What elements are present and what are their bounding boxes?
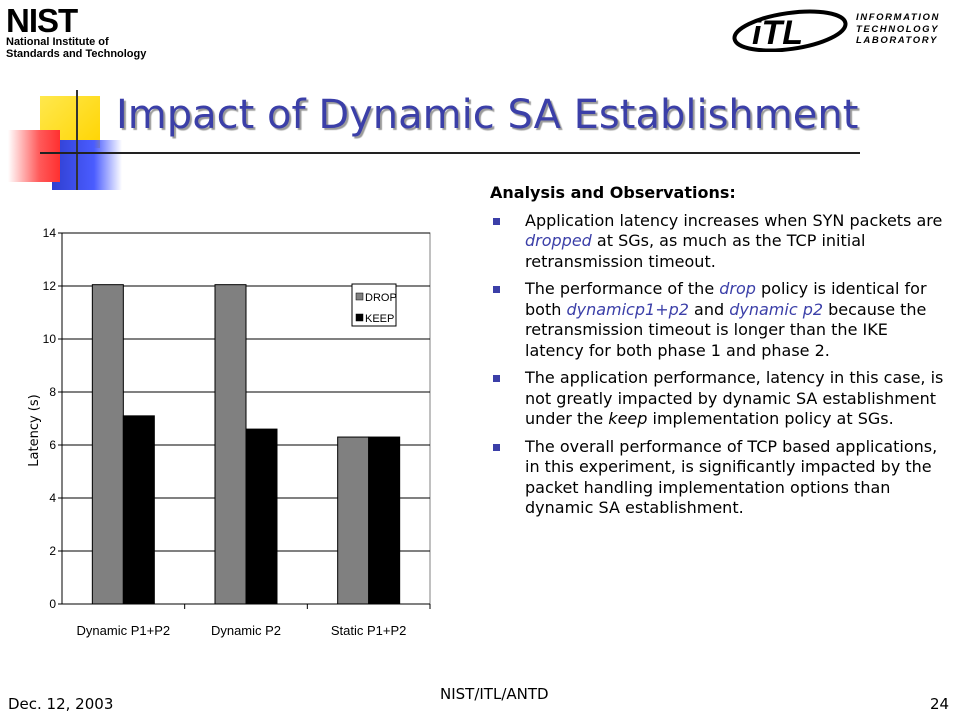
bullet-text: The overall performance of TCP based app… <box>525 436 938 518</box>
emphasized-term: keep <box>608 409 648 428</box>
page-number: 24 <box>930 695 950 713</box>
bullet-square-icon <box>493 286 500 293</box>
analysis-bullet: The performance of the drop policy is id… <box>490 279 945 361</box>
bar-drop-1 <box>214 284 247 605</box>
bullet-text: because the retransmission timeout is lo… <box>525 299 927 360</box>
latency-bar-chart: 0 2 4 6 8 10 12 14 Dynamic P1+P2 Dynamic P2 Static… <box>27 226 431 638</box>
legend-label-drop: DROP <box>365 292 397 304</box>
nist-logo-mark: NIST <box>6 2 78 39</box>
y-tick-label: 14 <box>43 226 57 240</box>
highlighted-term: dropped <box>525 231 592 250</box>
itl-logo-line2: TECHNOLOGY <box>856 23 940 35</box>
bullet-text: Application latency increases when SYN p… <box>525 210 943 230</box>
analysis-bullet: Application latency increases when SYN p… <box>490 211 945 273</box>
bullet-text: and <box>688 299 730 319</box>
analysis-heading: Analysis and Observations: <box>490 183 736 202</box>
legend-label-keep: KEEP <box>365 313 394 325</box>
title-underline <box>40 152 860 154</box>
itl-logo-line3: LABORATORY <box>856 35 938 46</box>
bullet-text: at SGs, as much as the TCP initial retra… <box>525 231 866 271</box>
bar-keep-2 <box>368 436 401 605</box>
nist-logo: NIST National Institute of Standards and… <box>6 2 156 60</box>
slide-title: Impact of Dynamic SA Establishment <box>116 92 859 138</box>
y-axis-label: Latency (s) <box>27 394 42 466</box>
x-tick-label: Dynamic P2 <box>211 623 281 638</box>
itl-logo: iTL INFORMATION TECHNOLOGY LABORATORY <box>730 8 955 53</box>
itl-logo-emblem: iTL <box>732 9 848 53</box>
highlighted-term: dynamic p2 <box>729 299 824 319</box>
y-tick-label: 2 <box>49 544 56 558</box>
y-tick-label: 4 <box>49 491 56 505</box>
highlighted-term: drop <box>719 279 756 298</box>
analysis-bullet: The application performance, latency in … <box>490 368 945 430</box>
bullet-text: The performance of the <box>525 279 720 298</box>
highlighted-term: dynamicp1+p2 <box>566 299 689 319</box>
itl-logo-mark: iTL <box>752 14 803 52</box>
y-tick-label: 12 <box>43 279 57 293</box>
bullet-text: implementation policy at SGs. <box>647 409 894 428</box>
bar-keep-1 <box>245 428 278 605</box>
analysis-bullet: The overall performance of TCP based app… <box>490 437 945 519</box>
bar-keep-0 <box>122 415 155 605</box>
nist-logo-line2: Standards and Technology <box>6 48 147 60</box>
y-tick-label: 10 <box>43 332 57 346</box>
analysis-panel: Analysis and Observations: Application l… <box>490 183 945 526</box>
decorative-blue-square <box>52 140 122 190</box>
legend-swatch-drop <box>355 292 364 301</box>
y-tick-label: 0 <box>49 597 56 611</box>
x-tick-label: Static P1+P2 <box>331 623 407 638</box>
analysis-bullets: Application latency increases when SYN p… <box>490 211 945 519</box>
bullet-square-icon <box>493 217 500 225</box>
x-tick-label: Dynamic P1+P2 <box>77 623 171 638</box>
nist-logo-line1: National Institute of <box>6 36 109 48</box>
decorative-vertical-line <box>76 90 78 190</box>
legend-swatch-keep <box>355 313 364 322</box>
y-tick-label: 8 <box>49 385 56 399</box>
itl-logo-text: INFORMATION TECHNOLOGY LABORATORY <box>856 12 940 47</box>
bar-drop-2 <box>337 436 370 605</box>
footer-center-text: NIST/ITL/ANTD <box>440 685 549 703</box>
footer-date: Dec. 12, 2003 <box>8 695 114 713</box>
y-tick-label: 6 <box>49 438 56 452</box>
bullet-text: policy is identical for both <box>525 279 927 319</box>
bullet-square-icon <box>493 375 500 382</box>
bullet-text: The application performance, latency in … <box>525 368 944 428</box>
decorative-red-square <box>8 130 60 182</box>
bullet-square-icon <box>493 443 500 451</box>
bar-drop-0 <box>91 284 124 605</box>
itl-logo-line1: INFORMATION <box>856 12 940 23</box>
